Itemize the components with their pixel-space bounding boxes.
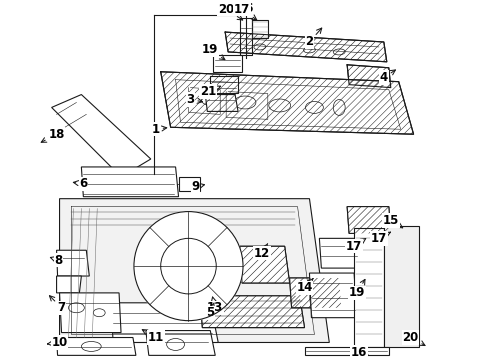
- Polygon shape: [60, 293, 121, 333]
- Ellipse shape: [234, 96, 256, 109]
- Polygon shape: [304, 347, 389, 355]
- Polygon shape: [81, 167, 178, 197]
- Polygon shape: [240, 246, 290, 283]
- Text: 16: 16: [351, 346, 368, 359]
- Text: 14: 14: [296, 279, 313, 294]
- Ellipse shape: [81, 342, 101, 351]
- Polygon shape: [111, 303, 218, 342]
- Polygon shape: [200, 296, 304, 328]
- Polygon shape: [319, 238, 361, 268]
- Text: 16: 16: [238, 2, 254, 15]
- Circle shape: [161, 238, 216, 294]
- Text: 20: 20: [402, 331, 425, 346]
- Text: 17: 17: [346, 239, 366, 253]
- Text: 12: 12: [254, 244, 270, 260]
- Text: 2: 2: [305, 28, 322, 49]
- Polygon shape: [347, 65, 391, 87]
- Text: 13: 13: [207, 297, 223, 314]
- Text: 4: 4: [380, 70, 395, 84]
- Ellipse shape: [254, 44, 266, 50]
- Text: 17: 17: [234, 3, 257, 20]
- Polygon shape: [56, 338, 136, 355]
- Ellipse shape: [333, 99, 345, 115]
- Text: 15: 15: [383, 214, 403, 228]
- Polygon shape: [240, 246, 290, 283]
- Ellipse shape: [303, 47, 316, 53]
- Polygon shape: [60, 199, 329, 342]
- Polygon shape: [56, 250, 89, 276]
- Polygon shape: [200, 296, 304, 328]
- Ellipse shape: [333, 49, 345, 55]
- Text: 1: 1: [152, 123, 167, 136]
- Polygon shape: [290, 278, 341, 308]
- Polygon shape: [225, 32, 387, 62]
- Text: 5: 5: [206, 303, 215, 319]
- Ellipse shape: [69, 303, 84, 313]
- Polygon shape: [347, 207, 391, 233]
- Polygon shape: [210, 76, 238, 93]
- Text: 6: 6: [74, 177, 88, 190]
- Text: 21: 21: [200, 85, 220, 98]
- Ellipse shape: [269, 99, 291, 112]
- Text: 7: 7: [49, 296, 66, 314]
- Text: 9: 9: [191, 180, 204, 193]
- Ellipse shape: [201, 94, 219, 105]
- Text: 10: 10: [48, 336, 68, 349]
- Text: 11: 11: [142, 330, 164, 344]
- Polygon shape: [252, 20, 268, 38]
- Polygon shape: [290, 278, 341, 308]
- Text: 18: 18: [41, 128, 65, 142]
- Polygon shape: [354, 229, 384, 347]
- Polygon shape: [347, 207, 391, 233]
- Polygon shape: [205, 95, 238, 111]
- Ellipse shape: [167, 338, 185, 350]
- Circle shape: [134, 212, 243, 321]
- Polygon shape: [384, 226, 418, 347]
- Ellipse shape: [305, 102, 323, 113]
- Text: 19: 19: [202, 44, 225, 60]
- Text: 3: 3: [186, 93, 202, 106]
- Polygon shape: [310, 273, 357, 318]
- Polygon shape: [146, 330, 215, 355]
- Text: 17: 17: [371, 232, 391, 245]
- Text: 8: 8: [50, 254, 63, 267]
- Polygon shape: [178, 177, 200, 191]
- Text: 19: 19: [349, 279, 365, 300]
- Polygon shape: [161, 72, 414, 134]
- Polygon shape: [213, 55, 242, 72]
- Ellipse shape: [93, 309, 105, 317]
- Polygon shape: [56, 276, 81, 293]
- Polygon shape: [51, 95, 151, 177]
- Text: 20: 20: [218, 3, 243, 20]
